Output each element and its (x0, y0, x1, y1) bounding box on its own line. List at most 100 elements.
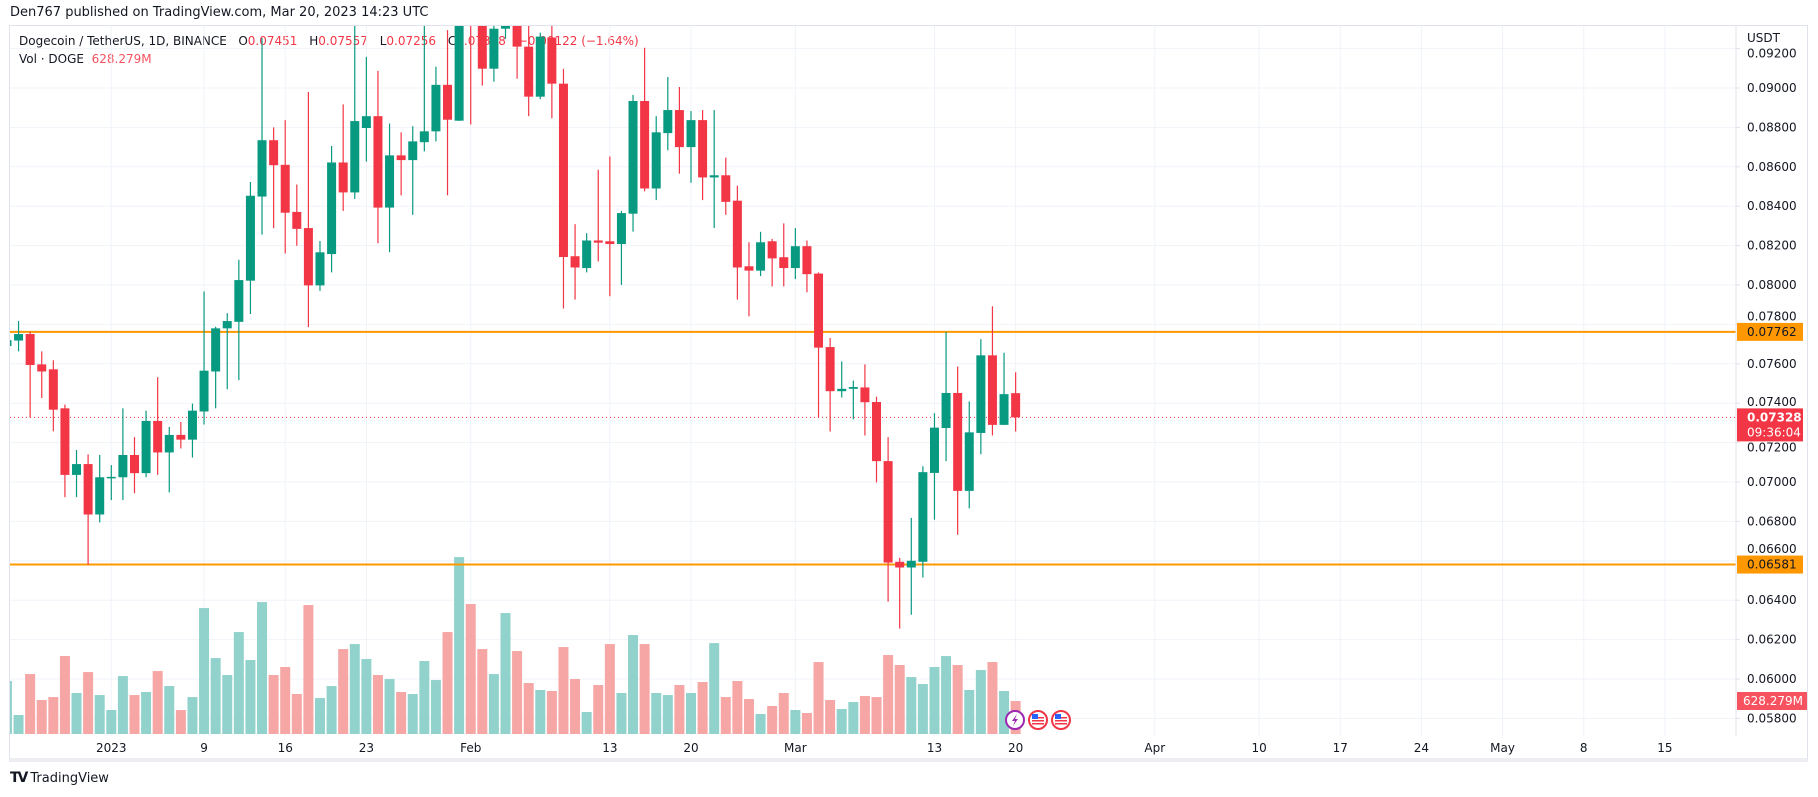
candle-body[interactable] (280, 164, 290, 213)
candle-body[interactable] (663, 110, 673, 134)
candle-body[interactable] (628, 101, 638, 214)
candle-body[interactable] (443, 84, 453, 120)
volume-label[interactable]: Vol · DOGE (19, 52, 84, 66)
candle-body[interactable] (129, 455, 139, 474)
candle-body[interactable] (814, 273, 824, 348)
candle-body[interactable] (106, 476, 116, 479)
candle-body[interactable] (837, 388, 847, 392)
candle-body[interactable] (361, 116, 371, 128)
candle-body[interactable] (489, 28, 499, 69)
tradingview-logo[interactable]: TV TradingView (10, 770, 109, 786)
symbol-title[interactable]: Dogecoin / TetherUS, 1D, BINANCE (19, 34, 227, 48)
candle-body[interactable] (709, 175, 719, 178)
candle-body[interactable] (48, 369, 58, 410)
candle-body[interactable] (431, 84, 441, 132)
candle-body[interactable] (524, 46, 534, 97)
candle-body[interactable] (790, 246, 800, 269)
horizontal-levels[interactable] (10, 330, 1736, 566)
candle-body[interactable] (408, 141, 418, 161)
candle-body[interactable] (558, 83, 568, 258)
candle-body[interactable] (222, 321, 232, 329)
candle-body[interactable] (327, 162, 337, 255)
candle-body[interactable] (477, 19, 487, 69)
candle-body[interactable] (640, 101, 650, 189)
candle-body[interactable] (187, 410, 197, 440)
candle-body[interactable] (164, 434, 174, 453)
candle-body[interactable] (605, 241, 615, 245)
candle-body[interactable] (953, 392, 963, 491)
candle-body[interactable] (872, 402, 882, 462)
candle-body[interactable] (83, 464, 93, 515)
candle-body[interactable] (976, 355, 986, 433)
candle-body[interactable] (500, 19, 510, 29)
candle-body[interactable] (918, 472, 928, 562)
candle-body[interactable] (756, 242, 766, 271)
candle-body[interactable] (199, 370, 209, 412)
candle-body[interactable] (848, 387, 858, 389)
candle-body[interactable] (338, 162, 348, 193)
candle-body[interactable] (547, 37, 557, 84)
candle-body[interactable] (698, 120, 708, 178)
us-flag-icon[interactable] (1028, 710, 1048, 730)
candle-body[interactable] (176, 434, 186, 440)
candle-body[interactable] (72, 464, 82, 475)
candle-body[interactable] (257, 140, 267, 197)
candle-body[interactable] (616, 213, 626, 245)
candle-body[interactable] (744, 266, 754, 271)
candle-body[interactable] (674, 110, 684, 148)
candle-body[interactable] (825, 347, 835, 392)
candle-body[interactable] (211, 328, 221, 372)
candle-body[interactable] (25, 334, 35, 365)
candle-body[interactable] (570, 256, 580, 268)
candle-body[interactable] (512, 15, 522, 47)
candle-body[interactable] (987, 355, 997, 425)
candle-body[interactable] (350, 121, 360, 193)
us-flag-icon[interactable] (1051, 710, 1071, 730)
candle-body[interactable] (292, 211, 302, 229)
candle-body[interactable] (895, 561, 905, 568)
candle-body[interactable] (535, 36, 545, 97)
candle-body[interactable] (245, 195, 255, 281)
candle-body[interactable] (269, 140, 279, 166)
candle-body[interactable] (906, 560, 916, 568)
candle-body[interactable] (373, 116, 383, 208)
candle-body[interactable] (419, 131, 429, 143)
candle-body[interactable] (582, 240, 592, 269)
candle-body[interactable] (999, 394, 1009, 425)
candle-body[interactable] (860, 387, 870, 403)
price-axis[interactable]: USDT 0.09200 0.09000 0.08800 0.08600 0.08400… (1736, 31, 1797, 725)
candle-body[interactable] (686, 120, 696, 148)
time-axis[interactable]: 2023 9 16 23 Feb 13 20 Mar 13 20 Apr 10 17 24 May 8 15 (96, 741, 1673, 755)
candle-body[interactable] (14, 334, 24, 341)
candle-body[interactable] (396, 155, 406, 161)
candle-body[interactable] (593, 240, 603, 243)
candle-body[interactable] (1011, 393, 1021, 418)
candle-body[interactable] (95, 477, 105, 515)
candle-body[interactable] (941, 392, 951, 429)
candle-body[interactable] (767, 241, 777, 259)
candle-body[interactable] (234, 280, 244, 322)
candle-body[interactable] (466, 0, 475, 19)
volume-bar (883, 655, 894, 734)
candle-body[interactable] (60, 408, 70, 475)
candle-body[interactable] (732, 200, 742, 268)
candle-body[interactable] (303, 228, 313, 286)
candle-body[interactable] (651, 132, 661, 189)
candle-body[interactable] (2, 340, 12, 347)
lightning-icon[interactable] (1005, 710, 1025, 730)
candle-body[interactable] (118, 455, 128, 478)
candle-body[interactable] (883, 461, 893, 563)
event-icons[interactable] (1005, 710, 1071, 730)
candle-body[interactable] (964, 432, 974, 491)
candle-body[interactable] (721, 175, 731, 202)
candle-body[interactable] (802, 246, 812, 275)
candle-body[interactable] (315, 252, 325, 286)
candle-body[interactable] (153, 420, 163, 453)
candle-body[interactable] (779, 257, 789, 269)
candle-body[interactable] (454, 19, 464, 121)
candle-body[interactable] (37, 364, 47, 372)
candle-body[interactable] (929, 427, 939, 473)
candle-body[interactable] (141, 420, 151, 474)
candle-body[interactable] (385, 155, 395, 208)
